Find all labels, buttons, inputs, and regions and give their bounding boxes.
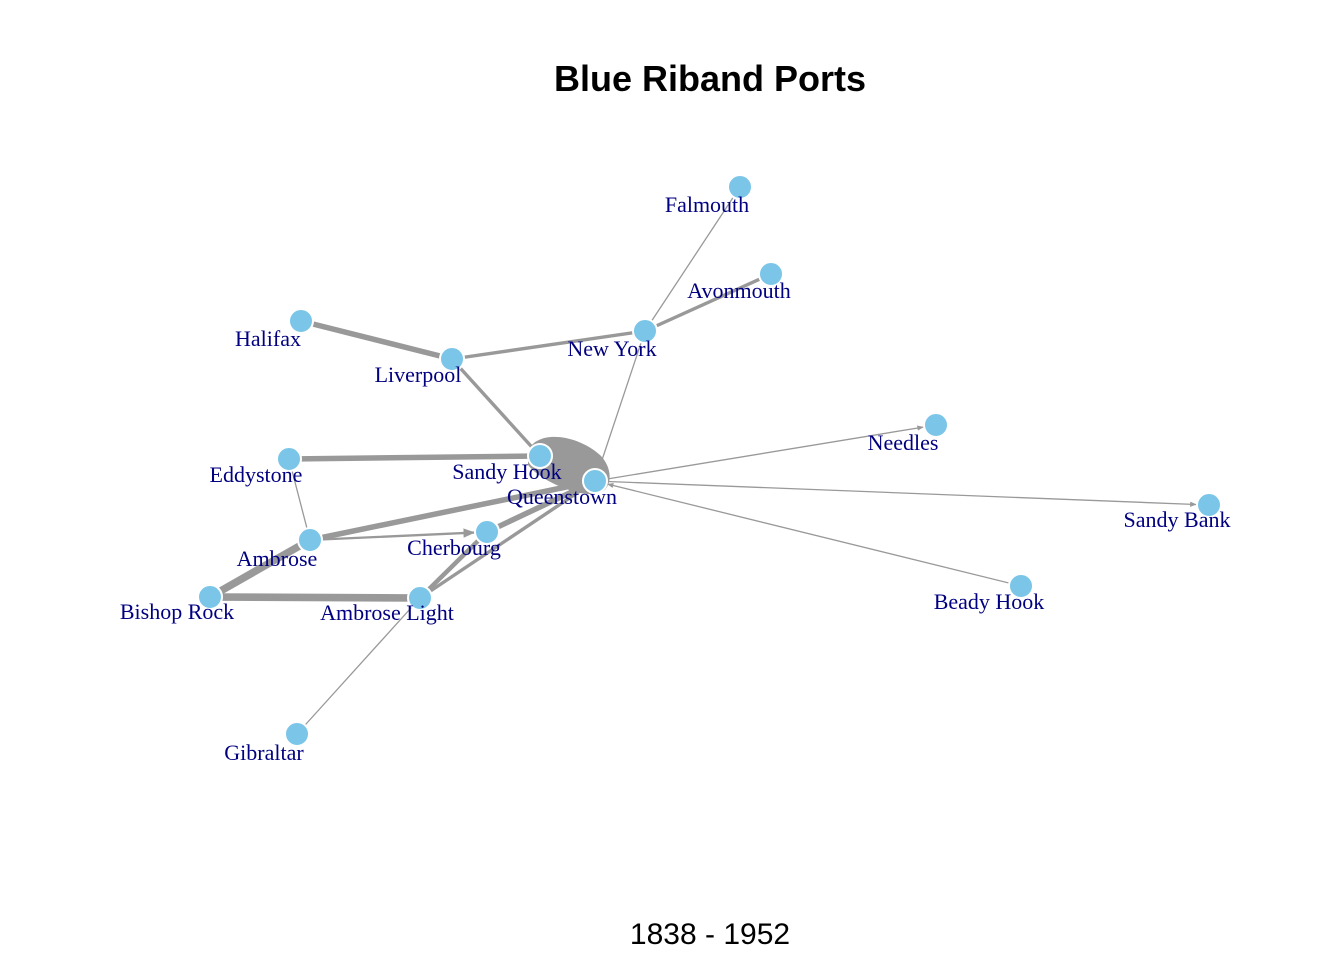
graph-subtitle: 1838 - 1952	[629, 918, 791, 951]
node-gibraltar	[284, 721, 310, 747]
node-label-ambrose-light: Ambrose Light	[320, 600, 454, 625]
nodes-layer	[197, 174, 1222, 747]
node-ambrose	[297, 527, 323, 553]
node-eddystone	[276, 446, 302, 472]
node-label-falmouth: Falmouth	[665, 192, 749, 217]
edge-queenstown-needles	[594, 425, 924, 482]
node-label-gibraltar: Gibraltar	[224, 740, 304, 765]
node-needles	[923, 412, 949, 438]
edge-cherbourg-ambrose-light	[417, 529, 490, 601]
node-liverpool	[439, 346, 465, 372]
node-label-avonmouth: Avonmouth	[687, 278, 790, 303]
edge-eddystone-ambrose	[288, 458, 311, 541]
node-label-ambrose: Ambrose	[237, 546, 318, 571]
node-avonmouth	[758, 261, 784, 287]
edge-liverpool-sandy-hook	[450, 357, 542, 458]
edge-eddystone-sandy-hook	[286, 453, 543, 462]
node-label-halifax: Halifax	[235, 326, 301, 351]
edge-gibraltar-ambrose-light	[296, 597, 421, 735]
edge-new-york-avonmouth	[643, 272, 773, 333]
edge-new-york-falmouth	[644, 186, 741, 332]
edge-halifax-liverpool	[298, 318, 455, 362]
edge-ambrose-queenstown	[307, 478, 598, 543]
node-sandy-bank	[1196, 492, 1222, 518]
edge-liverpool-new-york	[450, 329, 647, 361]
node-sandy-hook	[527, 443, 553, 469]
node-ambrose-light	[407, 585, 433, 611]
edge-ambrose-cherbourg	[308, 528, 476, 542]
node-label-queenstown: Queenstown	[507, 484, 617, 509]
node-cherbourg	[474, 519, 500, 545]
node-label-cherbourg: Cherbourg	[407, 535, 501, 560]
node-label-sandy-hook: Sandy Hook	[452, 459, 561, 484]
edge-beady-hook-queenstown	[606, 482, 1022, 587]
node-halifax	[288, 308, 314, 334]
node-queenstown	[582, 468, 608, 494]
node-label-sandy-bank: Sandy Bank	[1124, 507, 1231, 532]
node-label-needles: Needles	[868, 430, 939, 455]
node-label-bishop-rock: Bishop Rock	[120, 599, 234, 624]
node-label-liverpool: Liverpool	[375, 362, 462, 387]
edge-bishop-rock-ambrose-light	[206, 593, 424, 602]
node-label-eddystone: Eddystone	[210, 462, 303, 487]
node-new-york	[632, 318, 658, 344]
edge-queenstown-sandy-bank	[594, 480, 1197, 507]
graph-title: Blue Riband Ports	[553, 58, 867, 99]
node-beady-hook	[1008, 573, 1034, 599]
node-bishop-rock	[197, 584, 223, 610]
edge-bishop-rock-ambrose	[206, 536, 314, 601]
node-falmouth	[727, 174, 753, 200]
labels-layer: Falmouth Avonmouth Halifax New York Liverpoo…	[120, 192, 1231, 765]
edge-ambrose-light-queenstown	[418, 479, 597, 600]
edge-queenstown-new-york	[594, 330, 646, 482]
node-label-new-york: New York	[567, 336, 656, 361]
edges-layer	[206, 186, 1197, 735]
node-label-beady-hook: Beady Hook	[934, 589, 1045, 614]
